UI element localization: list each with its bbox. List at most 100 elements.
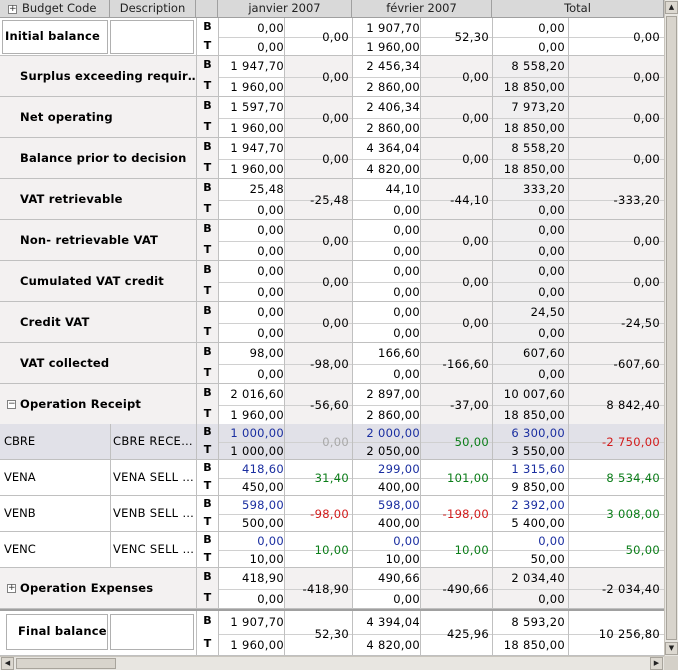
value-cell-b2: 0,00 — [393, 534, 420, 548]
col-divider — [284, 424, 285, 460]
col-divider — [196, 384, 197, 425]
value-cell-t1: 1 000,00 — [230, 444, 284, 458]
budget-marker: B — [203, 263, 212, 277]
value-cell-v2: 0,00 — [462, 233, 489, 248]
horizontal-scroll-thumb[interactable] — [16, 658, 116, 669]
scroll-up-icon[interactable]: ▲ — [665, 1, 678, 14]
value-cell-b1: 0,00 — [257, 264, 284, 279]
value-cell-tt: 0,00 — [538, 366, 565, 381]
column-header-january[interactable]: janvier 2007 — [218, 0, 352, 18]
row-divider — [0, 301, 664, 302]
col-divider — [196, 568, 197, 609]
detail-code: VENA — [4, 470, 36, 484]
scroll-right-icon[interactable]: ▶ — [650, 657, 663, 670]
budget-marker: B — [203, 304, 212, 318]
value-cell-v2: 52,30 — [454, 30, 489, 44]
budget-grid: Budget Code + Description janvier 2007 f… — [0, 0, 664, 670]
actual-marker: T — [203, 515, 212, 528]
col-divider — [492, 568, 493, 609]
value-cell-t1: 0,00 — [257, 243, 284, 258]
half-divider — [218, 281, 664, 283]
col-divider — [568, 56, 569, 97]
scroll-left-icon[interactable]: ◀ — [1, 657, 14, 670]
col-divider — [110, 460, 111, 496]
value-cell-vt: 8 534,40 — [606, 471, 660, 485]
col-divider — [218, 179, 219, 220]
value-cell-bt: 333,20 — [522, 182, 565, 197]
col-divider — [218, 532, 219, 568]
value-cell-tt: 0,00 — [538, 325, 565, 340]
value-cell-b2: 2 456,34 — [366, 59, 420, 74]
col-divider — [218, 18, 219, 56]
value-cell-t1: 1 960,00 — [230, 120, 284, 135]
column-header-budget-code[interactable]: Budget Code — [0, 0, 110, 18]
value-cell-b1: 418,60 — [241, 462, 284, 476]
collapse-icon[interactable]: − — [7, 399, 16, 409]
scroll-down-icon[interactable]: ▼ — [665, 642, 678, 655]
col-divider — [568, 496, 569, 532]
value-cell-tt: 50,00 — [530, 552, 565, 566]
col-divider — [284, 56, 285, 97]
expand-all-icon[interactable]: + — [8, 4, 17, 14]
value-cell-v1: -98,00 — [310, 356, 349, 371]
col-divider — [492, 460, 493, 496]
value-cell-tt: 18 850,00 — [503, 637, 565, 652]
value-cell-b2: 4 364,04 — [366, 141, 420, 156]
value-cell-v1: -25,48 — [310, 192, 349, 207]
col-divider — [352, 302, 353, 343]
vertical-scrollbar[interactable]: ▲ ▼ — [664, 0, 678, 656]
col-divider — [568, 384, 569, 425]
col-divider — [352, 424, 353, 460]
value-cell-bt: 0,00 — [538, 264, 565, 279]
column-header-february[interactable]: février 2007 — [352, 0, 492, 18]
col-divider — [284, 302, 285, 343]
detail-code: VENC — [4, 542, 36, 556]
col-divider — [110, 424, 111, 460]
value-cell-bt: 607,60 — [522, 346, 565, 361]
value-cell-b1: 25,48 — [249, 182, 284, 197]
vertical-scroll-thumb[interactable] — [666, 16, 677, 640]
detail-description: VENA SELL … — [113, 470, 195, 484]
value-cell-v1: 0,00 — [322, 274, 349, 289]
col-divider — [284, 97, 285, 138]
col-divider — [352, 460, 353, 496]
value-cell-vt: 50,00 — [625, 543, 660, 557]
column-header-description[interactable]: Description — [110, 0, 196, 18]
col-divider — [352, 56, 353, 97]
col-divider — [352, 261, 353, 302]
col-divider — [196, 302, 197, 343]
col-divider — [196, 261, 197, 302]
value-cell-t2: 4 820,00 — [366, 637, 420, 652]
col-divider — [196, 532, 197, 568]
row-divider — [0, 531, 664, 532]
col-divider — [196, 424, 197, 460]
value-cell-bt: 0,00 — [538, 223, 565, 238]
budget-marker: B — [203, 614, 212, 628]
value-cell-tt: 5 400,00 — [511, 516, 565, 530]
actual-marker: T — [203, 590, 212, 604]
value-cell-b2: 490,66 — [377, 571, 420, 586]
column-header-total[interactable]: Total — [492, 0, 664, 18]
half-divider — [218, 322, 664, 324]
actual-marker: T — [203, 551, 212, 564]
value-cell-b1: 1 597,70 — [230, 100, 284, 115]
col-divider — [196, 56, 197, 97]
actual-marker: T — [203, 479, 212, 492]
expand-icon[interactable]: + — [7, 583, 16, 593]
value-cell-b1: 1 947,70 — [230, 141, 284, 156]
summary-row-label: VAT collected — [20, 356, 110, 370]
half-divider — [218, 404, 664, 406]
horizontal-scrollbar[interactable]: ◀ ▶ — [0, 656, 664, 670]
col-divider — [420, 384, 421, 425]
budget-marker: B — [203, 99, 212, 113]
final-balance-label: Final balance — [18, 624, 107, 638]
col-divider — [218, 424, 219, 460]
summary-row-label: Credit VAT — [20, 315, 90, 329]
col-divider — [420, 532, 421, 568]
value-cell-vt: 0,00 — [633, 274, 660, 289]
col-divider — [420, 568, 421, 609]
col-divider — [492, 611, 493, 656]
value-cell-b2: 2 897,00 — [366, 387, 420, 402]
budget-marker: B — [203, 533, 212, 546]
col-divider — [420, 179, 421, 220]
